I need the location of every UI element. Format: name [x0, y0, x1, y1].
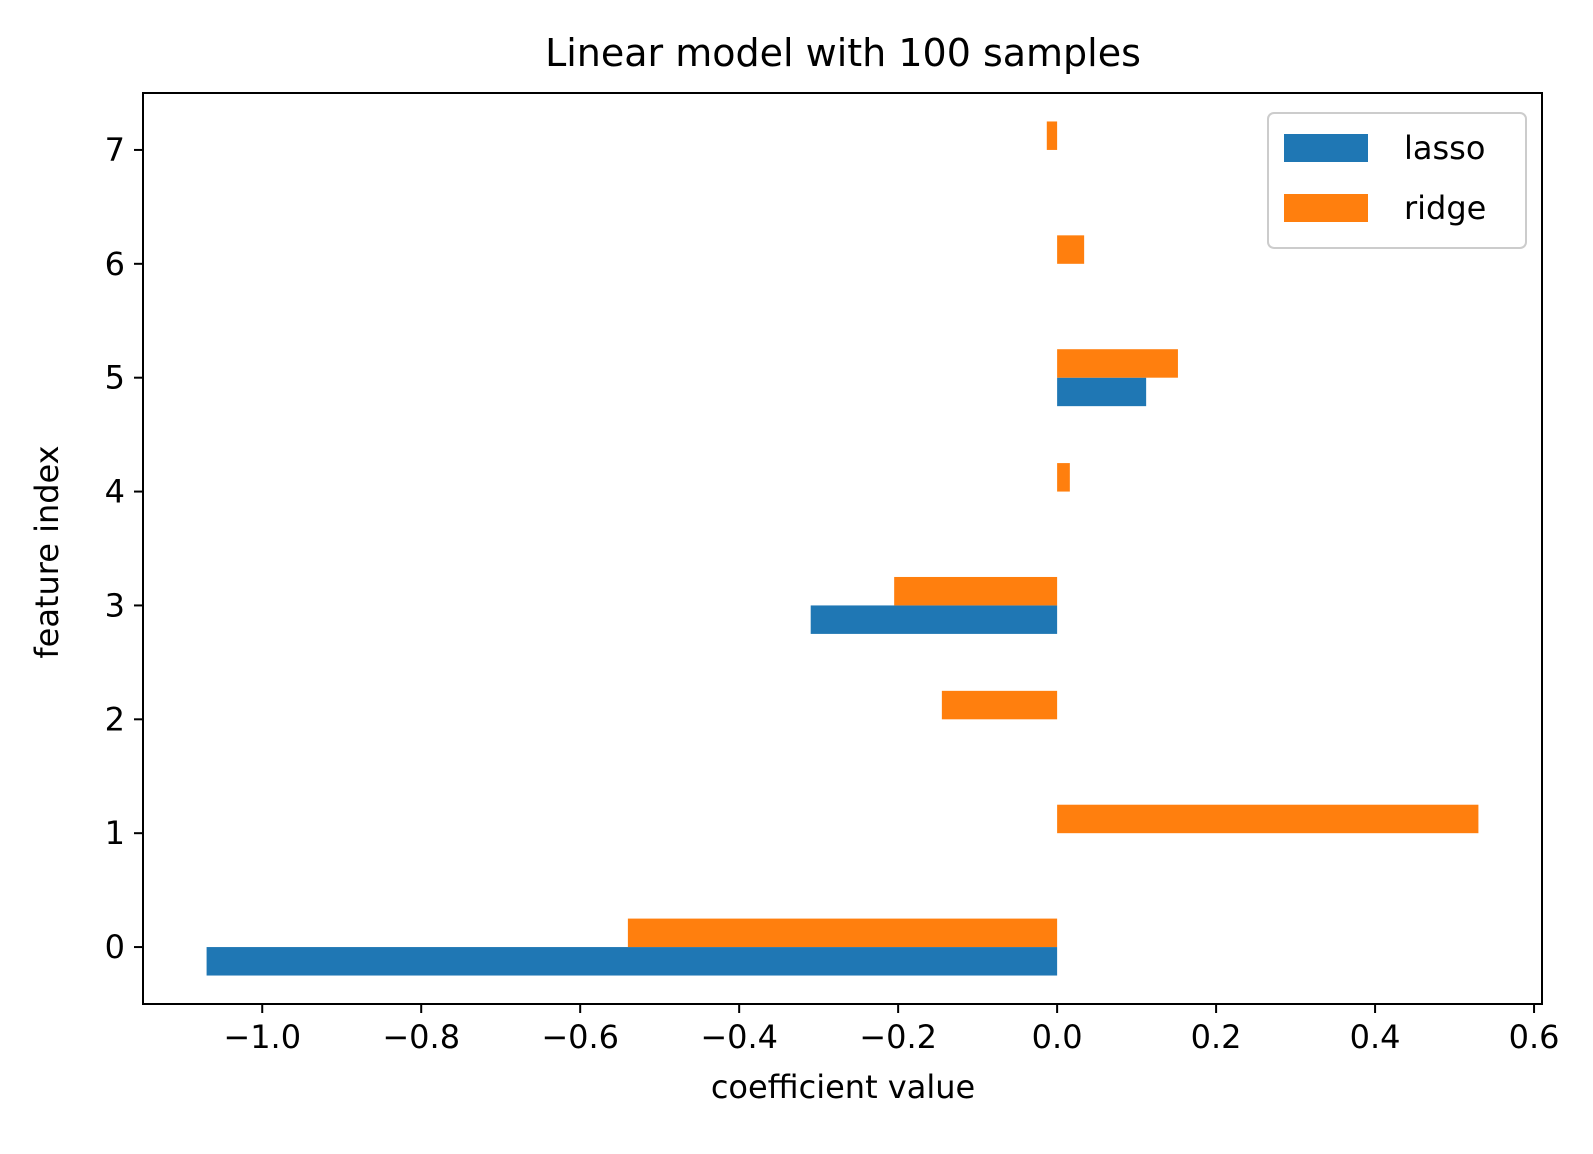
y-tick-label: 4 [105, 473, 125, 511]
legend-swatch-ridge [1284, 194, 1368, 222]
y-tick-label: 0 [105, 928, 125, 966]
x-tick-label: 0.6 [1509, 1018, 1560, 1056]
x-tick-label: 0.4 [1350, 1018, 1401, 1056]
legend-label-ridge: ridge [1404, 189, 1486, 227]
legend-label-lasso: lasso [1404, 129, 1485, 167]
x-axis: −1.0 −0.8 −0.6 −0.4 −0.2 0.0 0.2 0.4 0.6 [223, 1004, 1559, 1056]
y-axis: 0 1 2 3 4 5 6 7 [105, 131, 143, 966]
x-axis-label: coefficient value [711, 1068, 975, 1106]
chart-title: Linear model with 100 samples [545, 31, 1141, 75]
bar-ridge-feature-3 [894, 576, 1058, 606]
y-tick-label: 3 [105, 586, 125, 624]
plot-area-frame [142, 92, 1543, 1005]
y-tick-label: 2 [105, 700, 125, 738]
bar-ridge-feature-4 [1057, 463, 1070, 492]
bar-ridge-feature-5 [1057, 349, 1178, 378]
bar-lasso-feature-0 [206, 947, 1058, 976]
y-tick-label: 1 [105, 814, 125, 852]
y-tick-label: 7 [105, 131, 125, 169]
x-tick-label: 0.0 [1032, 1018, 1083, 1056]
bar-ridge-feature-1 [1057, 804, 1479, 834]
bars-layer [206, 121, 1479, 976]
bar-ridge-feature-2 [941, 690, 1058, 720]
bar-lasso-feature-3 [810, 605, 1058, 634]
x-tick-label: 0.2 [1191, 1018, 1242, 1056]
y-tick-label: 6 [105, 245, 125, 283]
legend-swatch-lasso [1284, 134, 1368, 162]
bar-ridge-feature-7 [1046, 121, 1058, 150]
x-tick-label: −0.2 [859, 1018, 937, 1056]
bar-lasso-feature-5 [1057, 377, 1147, 407]
x-tick-label: −0.8 [382, 1018, 460, 1056]
y-tick-label: 5 [105, 359, 125, 397]
bar-ridge-feature-0 [627, 918, 1058, 948]
legend-frame [1267, 112, 1527, 249]
x-tick-label: −1.0 [223, 1018, 301, 1056]
y-axis-label: feature index [28, 445, 66, 658]
x-tick-label: −0.4 [700, 1018, 778, 1056]
bar-ridge-feature-6 [1057, 235, 1085, 264]
x-tick-label: −0.6 [541, 1018, 619, 1056]
legend: lasso ridge [1267, 112, 1527, 249]
